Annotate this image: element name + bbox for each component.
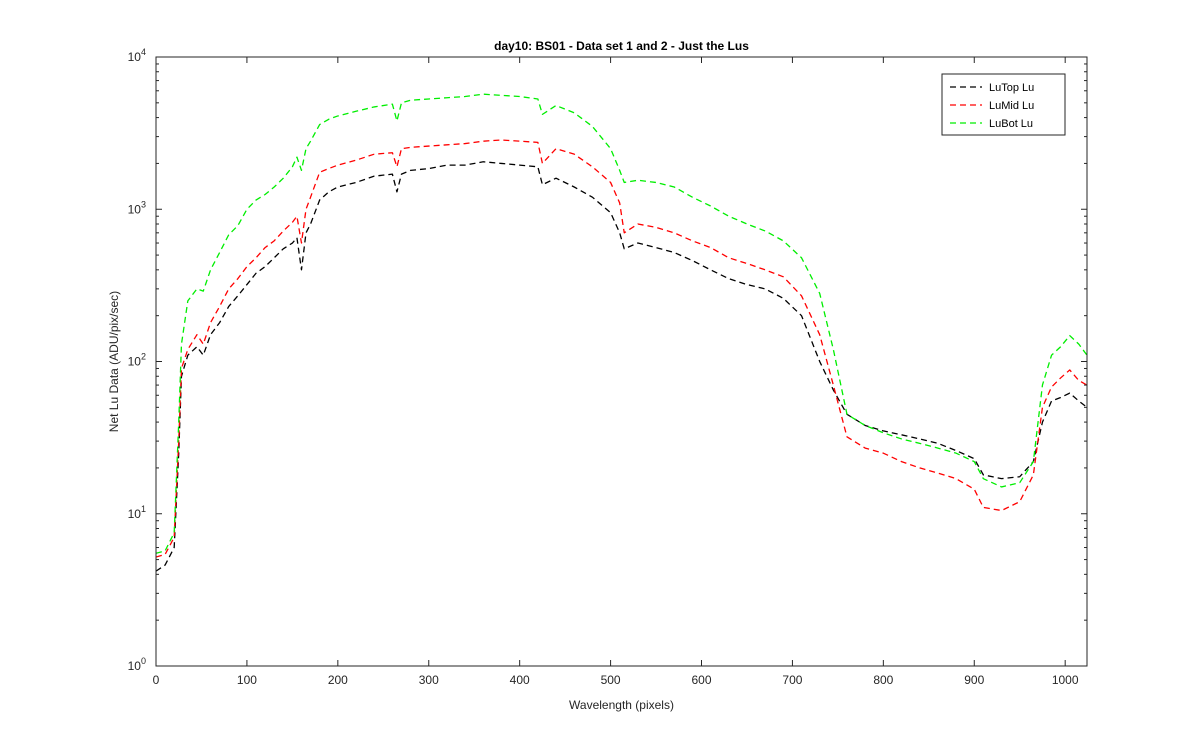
legend-label-2: LuMid Lu <box>989 100 1034 112</box>
x-tick-label: 800 <box>873 673 893 687</box>
ticks-layer: 0 100 200 300 400 500 600 700 800 900 1000 100 101 10… <box>128 47 1087 687</box>
x-tick-label: 300 <box>419 673 439 687</box>
series-line-3 <box>156 93 1087 554</box>
x-tick-label: 0 <box>153 673 160 687</box>
chart-title: day10: BS01 - Data set 1 and 2 - Just th… <box>494 39 749 53</box>
legend-label-3: LuBot Lu <box>989 118 1033 130</box>
x-tick-label: 1000 <box>1052 673 1079 687</box>
y-tick-label: 101 <box>128 504 146 521</box>
series-layer <box>156 93 1087 572</box>
y-tick-label: 104 <box>128 47 146 64</box>
series-line-1 <box>156 161 1087 572</box>
labels-layer: day10: BS01 - Data set 1 and 2 - Just th… <box>107 39 749 712</box>
y-tick-label: 103 <box>128 199 146 216</box>
x-tick-label: 400 <box>510 673 530 687</box>
legend-label-1: LuTop Lu <box>989 82 1034 94</box>
x-tick-label: 700 <box>782 673 802 687</box>
y-tick-label: 100 <box>128 656 146 673</box>
x-tick-label: 500 <box>601 673 621 687</box>
plot-area <box>156 57 1087 666</box>
x-tick-label: 100 <box>237 673 257 687</box>
x-tick-label: 600 <box>691 673 711 687</box>
x-tick-label: 900 <box>964 673 984 687</box>
series-line-2 <box>156 139 1087 558</box>
legend: LuTop Lu LuMid Lu LuBot Lu <box>941 73 1066 136</box>
legend-box <box>941 73 1066 136</box>
x-tick-label: 200 <box>328 673 348 687</box>
x-axis-label: Wavelength (pixels) <box>569 698 674 712</box>
y-axis-label: Net Lu Data (ADU/pix/sec) <box>107 291 121 432</box>
y-tick-label: 102 <box>128 352 146 369</box>
